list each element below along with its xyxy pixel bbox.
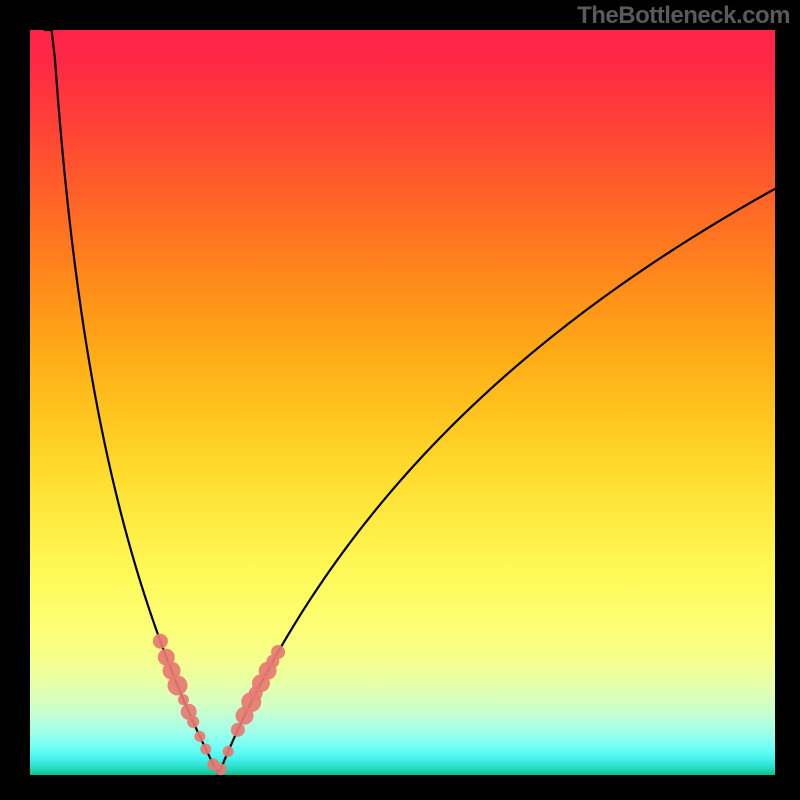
- chart-container: TheBottleneck.com: [0, 0, 800, 800]
- data-marker: [231, 723, 245, 737]
- watermark-text: TheBottleneck.com: [577, 2, 790, 30]
- data-marker: [187, 716, 199, 728]
- data-marker: [200, 744, 211, 755]
- data-marker: [223, 746, 234, 757]
- bottleneck-chart: [0, 0, 800, 800]
- data-marker: [168, 675, 188, 695]
- data-marker: [194, 731, 205, 742]
- data-marker: [215, 763, 227, 775]
- data-marker: [153, 634, 168, 649]
- data-marker: [178, 694, 189, 705]
- data-marker: [271, 645, 285, 659]
